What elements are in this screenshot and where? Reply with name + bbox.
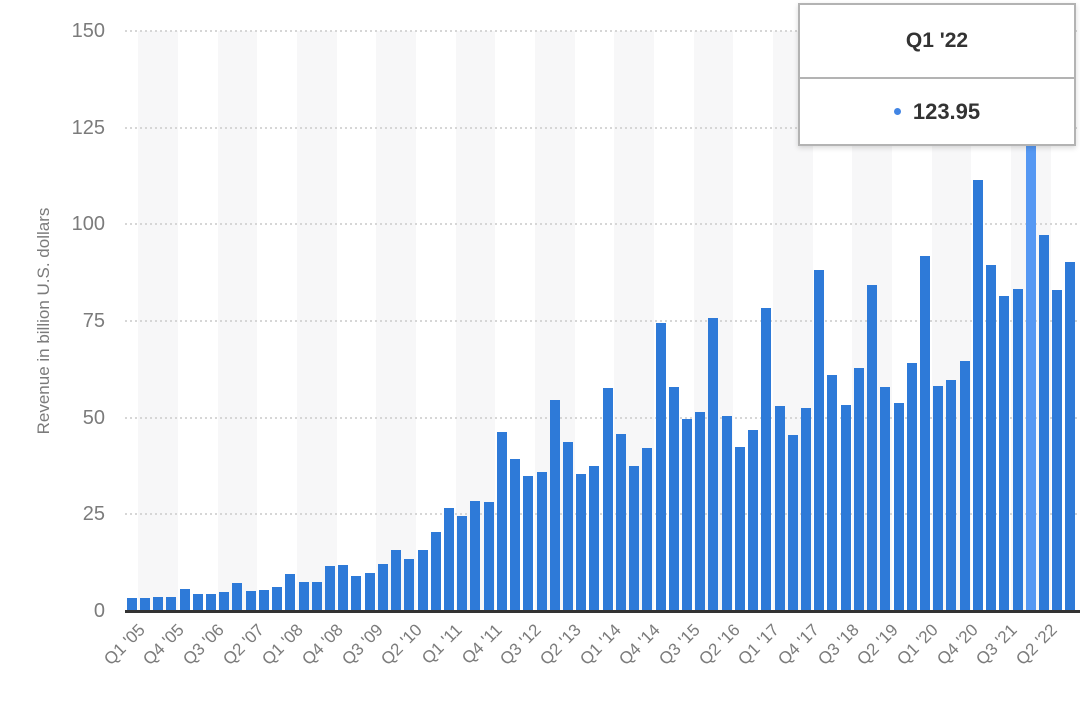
bar[interactable] bbox=[959, 360, 970, 611]
bar[interactable] bbox=[734, 447, 745, 611]
bar[interactable] bbox=[351, 575, 362, 611]
bar[interactable] bbox=[258, 590, 269, 611]
bar[interactable] bbox=[510, 459, 521, 611]
bar[interactable] bbox=[946, 380, 957, 611]
bar[interactable] bbox=[642, 448, 653, 611]
bar[interactable] bbox=[919, 255, 930, 611]
bar[interactable] bbox=[933, 385, 944, 611]
bar[interactable] bbox=[404, 558, 415, 611]
bar[interactable] bbox=[377, 563, 388, 611]
bar[interactable] bbox=[523, 475, 534, 611]
bar[interactable] bbox=[721, 415, 732, 611]
bar[interactable] bbox=[1012, 288, 1023, 611]
bar[interactable] bbox=[483, 501, 494, 611]
bar[interactable] bbox=[589, 466, 600, 611]
bar[interactable] bbox=[1025, 131, 1036, 611]
bar[interactable] bbox=[999, 296, 1010, 611]
y-tick-label: 75 bbox=[82, 310, 105, 332]
bar[interactable] bbox=[338, 565, 349, 611]
y-tick-label: 100 bbox=[71, 213, 105, 236]
bar[interactable] bbox=[179, 588, 190, 611]
tooltip-value-row: 123.95 bbox=[800, 79, 1074, 144]
bar[interactable] bbox=[681, 419, 692, 611]
bar[interactable] bbox=[272, 586, 283, 611]
bar[interactable] bbox=[602, 388, 613, 611]
bar[interactable] bbox=[457, 515, 468, 611]
bar[interactable] bbox=[430, 532, 441, 611]
y-tick-label: 125 bbox=[71, 116, 105, 139]
y-tick-label: 150 bbox=[71, 20, 105, 42]
bar[interactable] bbox=[443, 507, 454, 611]
bar[interactable] bbox=[166, 596, 177, 611]
bar[interactable] bbox=[205, 594, 216, 611]
bar[interactable] bbox=[761, 308, 772, 611]
bar[interactable] bbox=[972, 180, 983, 611]
bar[interactable] bbox=[536, 471, 547, 611]
bar[interactable] bbox=[153, 597, 164, 611]
tooltip-title: Q1 '22 bbox=[905, 29, 969, 52]
bar[interactable] bbox=[562, 442, 573, 611]
bar[interactable] bbox=[1052, 290, 1063, 611]
bar[interactable] bbox=[787, 435, 798, 611]
bar[interactable] bbox=[867, 285, 878, 611]
bar[interactable] bbox=[219, 592, 230, 611]
bar[interactable] bbox=[906, 363, 917, 611]
gridline bbox=[125, 223, 1077, 226]
bar[interactable] bbox=[655, 322, 666, 611]
bar[interactable] bbox=[245, 590, 256, 611]
tooltip-value: 123.95 bbox=[912, 98, 981, 124]
bar[interactable] bbox=[1065, 262, 1076, 611]
bar[interactable] bbox=[417, 550, 428, 611]
bar[interactable] bbox=[708, 317, 719, 611]
bar[interactable] bbox=[391, 550, 402, 611]
gridline bbox=[125, 513, 1077, 516]
bar[interactable] bbox=[311, 582, 322, 611]
y-tick-label: 0 bbox=[93, 600, 105, 622]
bar[interactable] bbox=[139, 598, 150, 611]
bar[interactable] bbox=[748, 429, 759, 611]
bar[interactable] bbox=[1038, 234, 1049, 611]
bar[interactable] bbox=[298, 581, 309, 611]
gridline bbox=[125, 416, 1077, 419]
gridline bbox=[125, 30, 1077, 32]
bar[interactable] bbox=[364, 573, 375, 611]
bar[interactable] bbox=[986, 264, 997, 611]
bar[interactable] bbox=[774, 406, 785, 611]
y-tick-label: 50 bbox=[82, 406, 105, 429]
bar[interactable] bbox=[695, 411, 706, 611]
bar[interactable] bbox=[668, 386, 679, 611]
tooltip: Q1 '22 123.95 bbox=[798, 3, 1076, 146]
gridline bbox=[125, 126, 1077, 129]
bar[interactable] bbox=[840, 405, 851, 611]
bar[interactable] bbox=[893, 402, 904, 611]
bar[interactable] bbox=[324, 566, 335, 611]
bar[interactable] bbox=[549, 400, 560, 611]
bar[interactable] bbox=[470, 500, 481, 611]
bar[interactable] bbox=[880, 386, 891, 611]
bar[interactable] bbox=[629, 466, 640, 611]
bar[interactable] bbox=[800, 407, 811, 611]
bar[interactable] bbox=[232, 583, 243, 611]
series-dot-icon bbox=[893, 108, 901, 115]
bar[interactable] bbox=[285, 573, 296, 611]
bar[interactable] bbox=[496, 431, 507, 611]
y-tick-label: 25 bbox=[82, 503, 105, 526]
x-axis-line bbox=[125, 610, 1080, 613]
gridline bbox=[125, 320, 1077, 322]
bar[interactable] bbox=[827, 374, 838, 611]
bar[interactable] bbox=[615, 434, 626, 611]
bar[interactable] bbox=[853, 367, 864, 611]
bar[interactable] bbox=[576, 474, 587, 611]
bar[interactable] bbox=[814, 269, 825, 611]
bar[interactable] bbox=[192, 594, 203, 611]
bar[interactable] bbox=[126, 597, 137, 611]
